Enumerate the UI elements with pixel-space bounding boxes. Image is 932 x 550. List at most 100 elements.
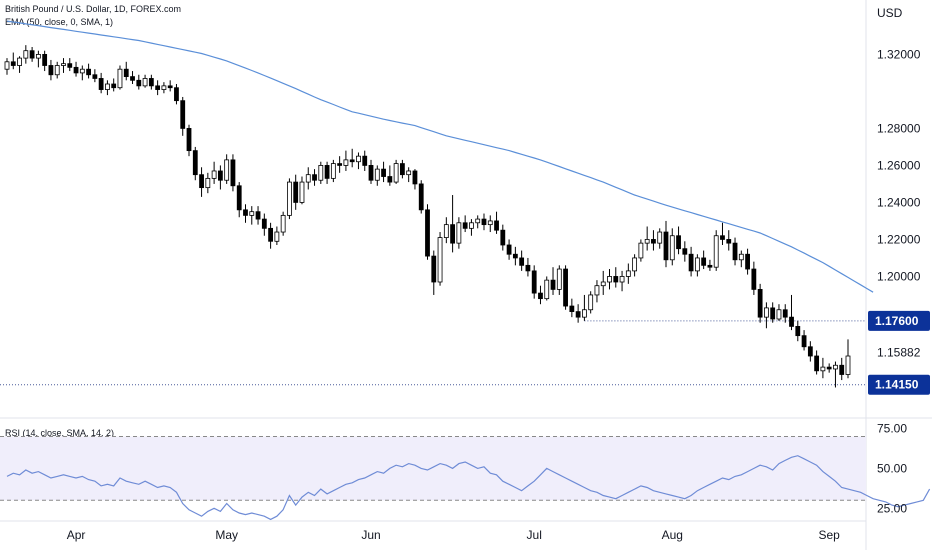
candle-body [255, 211, 261, 220]
candle-body [136, 79, 142, 87]
candle-body [732, 242, 738, 261]
candle-body [625, 270, 631, 277]
rsi-tick-label: 75.00 [877, 422, 907, 436]
candle-body [98, 78, 104, 90]
candle-body [682, 248, 688, 255]
price-tick-label: 1.28000 [877, 121, 921, 135]
candle-body [638, 242, 644, 259]
price-tick-label: 1.24000 [877, 195, 921, 209]
candle-body [839, 364, 845, 375]
candle-body [450, 224, 456, 244]
candle-body [726, 239, 732, 244]
candle-body [569, 305, 575, 313]
candle-body [155, 85, 161, 90]
candle-body [349, 159, 355, 163]
candle-body [600, 281, 606, 287]
candle-body [707, 264, 713, 268]
candle-body [261, 218, 267, 229]
candle-body [588, 294, 594, 311]
candle-body [720, 235, 725, 240]
candle-body [79, 68, 85, 74]
candle-body [651, 239, 656, 244]
candle-body [368, 165, 374, 181]
candle-body [538, 292, 543, 300]
candle-body [4, 61, 10, 70]
candle-body [42, 54, 48, 66]
candle-body [814, 355, 820, 372]
level-price-tag-text: 1.17600 [875, 314, 919, 328]
candle-body [393, 163, 399, 183]
time-tick-label: Apr [67, 528, 86, 542]
price-tick-label: 1.26000 [877, 158, 921, 172]
candle-body [381, 168, 386, 177]
candle-body [443, 224, 449, 238]
candle-body [826, 366, 832, 370]
candle-body [582, 309, 587, 318]
candle-body [199, 174, 204, 189]
level-price-tag [868, 310, 930, 331]
rsi-tick-label: 50.00 [877, 461, 907, 475]
candle-body [512, 253, 518, 259]
candle-body [475, 218, 481, 224]
candle-body [745, 253, 750, 270]
candle-body [73, 66, 79, 74]
candle-body [142, 78, 148, 87]
candle-body [525, 264, 531, 272]
candle-body [688, 253, 694, 272]
candle-body [268, 227, 273, 242]
candle-body [86, 68, 91, 76]
candle-body [531, 270, 537, 294]
candle-body [469, 222, 474, 229]
candle-body [418, 183, 424, 211]
candle-body [324, 165, 330, 179]
candle-body [644, 239, 650, 244]
candle-body [757, 288, 763, 318]
candle-body [425, 209, 430, 257]
candle-body [293, 181, 299, 203]
candle-body [280, 214, 286, 233]
candle-body [776, 309, 782, 320]
candle-body [487, 220, 493, 226]
candle-body [217, 170, 223, 181]
time-tick-label: May [215, 528, 238, 542]
candle-body [770, 307, 776, 320]
candle-body [230, 159, 236, 187]
candle-body [111, 83, 117, 89]
candle-body [676, 235, 681, 250]
candle-body [249, 211, 255, 216]
candle-body [500, 229, 506, 246]
candle-body [92, 74, 98, 79]
candle-body [607, 276, 612, 283]
candle-body [437, 237, 443, 283]
candle-body [701, 257, 707, 266]
candle-body [556, 268, 562, 290]
candle-body [374, 168, 380, 181]
candle-body [305, 174, 311, 183]
candle-body [387, 176, 393, 183]
candle-body [613, 276, 619, 283]
rsi-tick-label: 25.00 [877, 501, 907, 515]
candle-body [10, 61, 16, 66]
rsi-legend: RSI (14, close, SMA, 14, 2) [5, 428, 115, 438]
candle-body [287, 181, 292, 216]
candle-body [506, 244, 512, 255]
candle-body [117, 68, 123, 89]
time-tick-label: Aug [662, 528, 683, 542]
candle-body [105, 83, 110, 90]
candle-body [123, 68, 129, 78]
candle-body [807, 346, 813, 357]
candle-body [657, 231, 663, 244]
candle-body [494, 220, 499, 231]
candle-body [174, 87, 179, 102]
candle-body [35, 54, 41, 59]
candle-body [61, 63, 66, 66]
candle-body [789, 316, 794, 327]
candle-body [318, 165, 324, 181]
candles [4, 45, 851, 388]
candle-body [519, 257, 525, 266]
candle-body [619, 276, 625, 283]
candle-body [663, 231, 669, 261]
candle-body [48, 65, 54, 76]
candle-body [632, 257, 638, 272]
